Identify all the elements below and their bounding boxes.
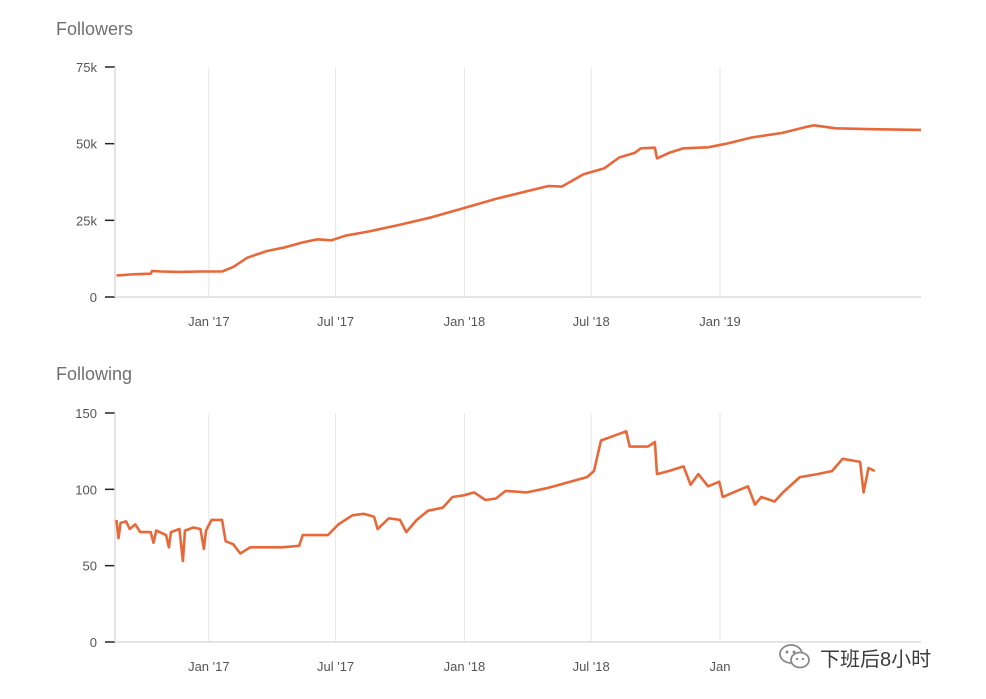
x-tick-label: Jul '18 xyxy=(573,659,610,674)
followers-chart-title: Followers xyxy=(56,19,134,39)
y-tick-label: 100 xyxy=(75,482,97,497)
followers-chart: Jan '17 Jul '17 Jan '18 Jul '18 Jan '19 0 25k 5… xyxy=(76,60,922,329)
x-tick-label: Jul '18 xyxy=(573,314,610,329)
y-tick-label: 0 xyxy=(90,290,97,305)
y-tick-label: 25k xyxy=(76,213,97,228)
y-tick-label: 0 xyxy=(90,635,97,650)
x-tick-label: Jan '19 xyxy=(699,314,741,329)
y-tick-label: 50 xyxy=(83,559,97,574)
y-tick-label: 150 xyxy=(75,406,97,421)
x-tick-label: Jan xyxy=(710,659,731,674)
x-tick-label: Jan '18 xyxy=(444,314,486,329)
x-tick-label: Jul '17 xyxy=(317,314,354,329)
x-tick-label: Jan '18 xyxy=(444,659,486,674)
y-tick-label: 75k xyxy=(76,60,97,75)
wechat-icon xyxy=(779,644,810,669)
x-tick-label: Jan '17 xyxy=(188,659,230,674)
following-chart-title: Following xyxy=(56,364,133,384)
watermark-text: 下班后8小时 xyxy=(820,648,932,671)
x-tick-label: Jan '17 xyxy=(188,314,230,329)
x-tick-label: Jul '17 xyxy=(317,659,354,674)
watermark: 下班后8小时 xyxy=(778,640,931,674)
y-tick-label: 50k xyxy=(76,137,97,152)
series-line xyxy=(116,124,922,277)
series-line xyxy=(115,430,876,563)
